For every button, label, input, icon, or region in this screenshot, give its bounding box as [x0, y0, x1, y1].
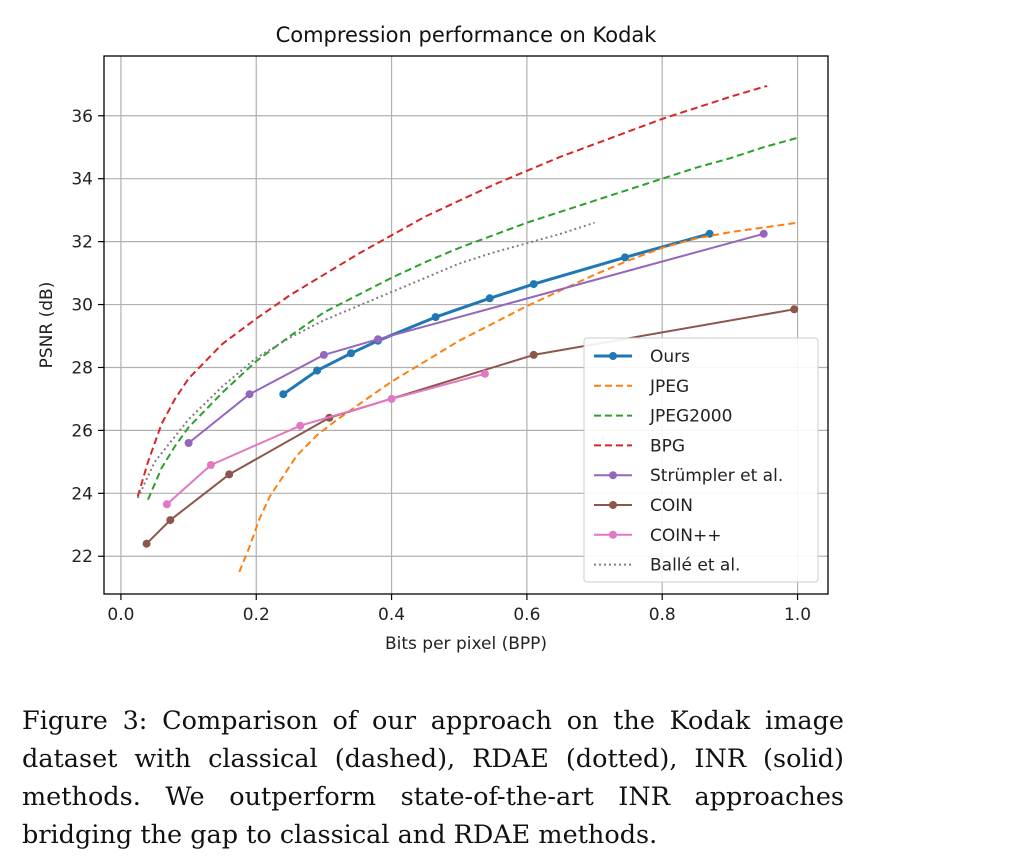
data-point-coin — [387, 394, 396, 403]
data-point-coin — [790, 305, 799, 314]
figure-caption: Figure 3: Comparison of our approach on … — [22, 706, 844, 850]
series-line-bpg — [136, 84, 768, 497]
legend-item-jpeg: JPEG — [594, 377, 689, 397]
x-tick-label: 0.0 — [107, 605, 134, 625]
data-point-coin — [529, 350, 538, 359]
series-coin — [162, 369, 489, 509]
legend-label: JPEG — [649, 377, 689, 397]
legend-box — [583, 337, 819, 583]
legend: Ours JPEG JPEG2000 BPG Strümpler et al. COIN C… — [583, 337, 819, 583]
data-point-ours — [313, 366, 322, 375]
x-tick-label: 0.2 — [243, 605, 270, 625]
y-tick-label: 28 — [71, 358, 93, 378]
y-axis-label: PSNR (dB) — [37, 282, 57, 369]
series-jpeg — [238, 221, 798, 573]
data-point-coin — [162, 500, 171, 509]
legend-label: BPG — [650, 436, 685, 456]
series-ours — [279, 229, 714, 399]
data-point-ours — [431, 313, 440, 322]
series-strumpler-et-al — [184, 229, 768, 447]
y-tick-label: 36 — [71, 107, 93, 127]
data-point-coin — [480, 369, 489, 378]
legend-label: Strümpler et al. — [650, 466, 783, 486]
x-tick-label: 0.8 — [649, 605, 676, 625]
legend-item-ours: Ours — [594, 347, 690, 367]
legend-item-coin: COIN++ — [594, 526, 721, 546]
series-coin — [142, 305, 799, 548]
axis-ticks: 0.0 0.2 0.4 0.6 0.8 1.0 22 24 26 28 30 32 34 36 — [71, 107, 811, 625]
y-tick-label: 26 — [71, 421, 93, 441]
data-point-coin — [296, 421, 305, 430]
x-tick-label: 1.0 — [784, 605, 811, 625]
legend-item-strumpler-et-al: Strümpler et al. — [594, 466, 783, 486]
series-line-jpeg — [238, 221, 798, 573]
legend-item-coin: COIN — [594, 496, 693, 516]
data-point-ours — [529, 280, 538, 289]
data-point-strumpler-et-al — [319, 350, 328, 359]
y-tick-label: 30 — [71, 296, 93, 316]
data-point-ours — [621, 253, 629, 262]
data-point-strumpler-et-al — [245, 390, 254, 399]
series-line-jpeg2000 — [147, 136, 798, 500]
legend-marker — [609, 471, 617, 480]
x-axis-label: Bits per pixel (BPP) — [385, 634, 547, 654]
legend-label: COIN++ — [650, 526, 721, 546]
legend-marker — [609, 501, 617, 509]
plot-area — [103, 55, 829, 595]
y-tick-label: 24 — [71, 484, 93, 504]
series-layer — [136, 84, 799, 573]
data-point-coin — [166, 516, 175, 525]
data-point-ours — [347, 349, 355, 358]
data-point-strumpler-et-al — [374, 335, 382, 344]
data-point-strumpler-et-al — [184, 439, 193, 447]
chart-title: Compression performance on Kodak — [276, 23, 658, 47]
psnr-bpp-chart: Compression performance on Kodak 0.0 0.2 0… — [37, 23, 829, 654]
legend-item-balle-et-al: Ballé et al. — [594, 556, 740, 576]
series-line-coin — [145, 308, 795, 545]
data-point-strumpler-et-al — [759, 229, 768, 238]
legend-label: JPEG2000 — [649, 407, 732, 427]
legend-item-jpeg2000: JPEG2000 — [594, 407, 732, 427]
data-point-ours — [485, 294, 494, 303]
data-point-coin — [142, 539, 151, 548]
x-tick-label: 0.6 — [513, 605, 540, 625]
y-tick-label: 22 — [71, 547, 93, 567]
x-tick-label: 0.4 — [378, 605, 405, 625]
legend-label: Ours — [650, 347, 690, 367]
series-jpeg2000 — [147, 136, 798, 500]
grid — [104, 56, 828, 594]
series-bpg — [136, 84, 768, 497]
data-point-coin — [206, 461, 215, 469]
data-point-coin — [225, 470, 234, 479]
legend-marker — [609, 530, 617, 539]
legend-label: COIN — [650, 496, 693, 516]
data-point-ours — [279, 390, 288, 399]
legend-marker — [609, 352, 617, 360]
y-tick-label: 34 — [71, 170, 93, 190]
legend-item-bpg: BPG — [594, 436, 685, 456]
y-tick-label: 32 — [71, 233, 93, 253]
legend-label: Ballé et al. — [650, 556, 740, 576]
